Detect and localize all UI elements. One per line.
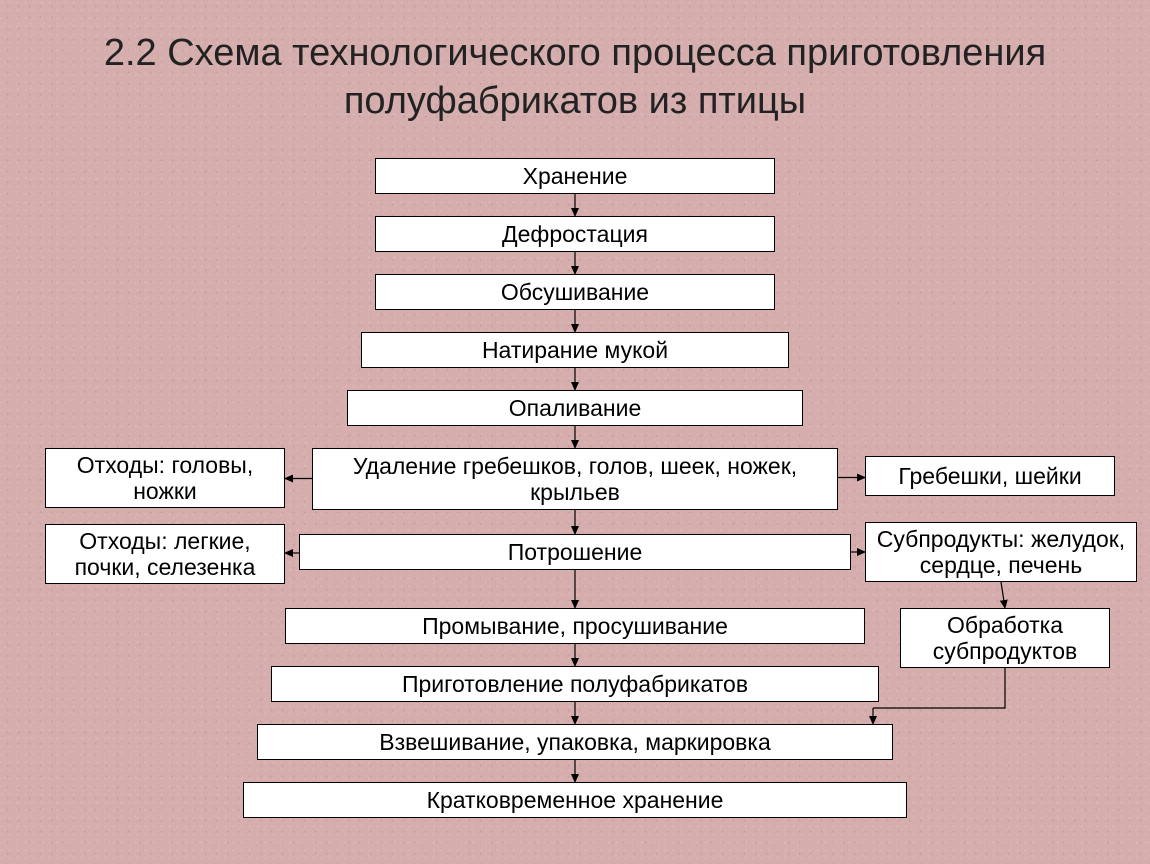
flow-node-n4: Натирание мукой bbox=[361, 332, 789, 368]
flow-node-n10: Взвешивание, упаковка, маркировка bbox=[257, 724, 893, 760]
flow-node-n5: Опаливание bbox=[347, 390, 803, 426]
flow-node-s5: Обработка субпродуктов bbox=[900, 608, 1110, 668]
flow-node-n11: Кратковременное хранение bbox=[243, 782, 907, 818]
flow-node-s2: Гребешки, шейки bbox=[865, 456, 1115, 496]
flow-node-n2: Дефростация bbox=[375, 216, 775, 252]
flow-node-s4: Субпродукты: желудок, сердце, печень bbox=[865, 522, 1137, 582]
flow-node-n7: Потрошение bbox=[299, 534, 851, 570]
flow-node-s3: Отходы: легкие, почки, селезенка bbox=[45, 524, 285, 584]
flow-node-n3: Обсушивание bbox=[375, 274, 775, 310]
flow-node-s1: Отходы: головы, ножки bbox=[45, 448, 285, 508]
flow-node-n9: Приготовление полуфабрикатов bbox=[271, 666, 879, 702]
flow-node-n8: Промывание, просушивание bbox=[285, 608, 865, 644]
diagram-title: 2.2 Схема технологического процесса приг… bbox=[0, 30, 1150, 125]
flow-node-n6: Удаление гребешков, голов, шеек, ножек, … bbox=[312, 448, 838, 510]
flow-node-n1: Хранение bbox=[375, 158, 775, 194]
